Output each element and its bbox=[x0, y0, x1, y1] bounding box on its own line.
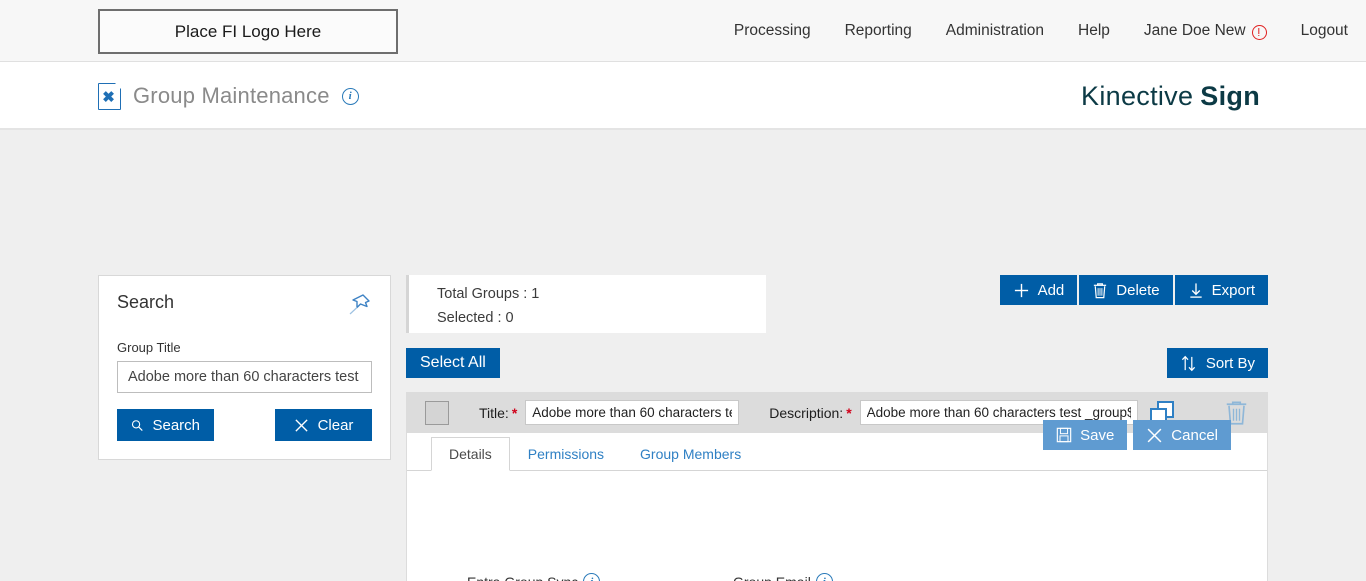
summary-panel: Total Groups : 1 Selected : 0 bbox=[406, 275, 766, 333]
search-button-row: Search Clear bbox=[117, 409, 372, 441]
select-all-label: Select All bbox=[420, 354, 486, 371]
row-title-label-text: Title: bbox=[479, 404, 509, 421]
delete-button[interactable]: Delete bbox=[1079, 275, 1173, 305]
search-panel-title: Search bbox=[117, 292, 175, 312]
nav-processing[interactable]: Processing bbox=[733, 22, 811, 39]
group-title-input[interactable] bbox=[117, 361, 372, 393]
cancel-x-icon bbox=[1147, 428, 1162, 442]
row-description-label-text: Description: bbox=[769, 404, 844, 421]
tab-group-members[interactable]: Group Members bbox=[640, 446, 742, 462]
row-delete-trash-icon[interactable] bbox=[1224, 399, 1249, 426]
add-button[interactable]: Add bbox=[999, 275, 1078, 305]
detail-tabs: Details Permissions Group Members Save bbox=[407, 420, 1267, 471]
cancel-button-label: Cancel bbox=[1171, 426, 1218, 444]
search-button-label: Search bbox=[152, 416, 200, 434]
row-select-checkbox[interactable] bbox=[425, 400, 449, 425]
page-title-bar: ✖ Group Maintenance i Kinective Sign bbox=[0, 62, 1366, 130]
logo-placeholder: Place FI Logo Here bbox=[98, 9, 398, 54]
details-tab-panel: Entra Group Sync i Group Email i X No bbox=[407, 471, 1267, 581]
tab-details[interactable]: Details bbox=[431, 437, 510, 471]
selected-count-text: Selected : 0 bbox=[437, 309, 514, 326]
page-content: Search Group Title Search Clear bbox=[0, 130, 1366, 581]
sort-by-button[interactable]: Sort By bbox=[1166, 348, 1268, 378]
brand-name-bold: Sign bbox=[1200, 80, 1260, 111]
export-button-label: Export bbox=[1211, 281, 1255, 299]
save-button[interactable]: Save bbox=[1043, 420, 1128, 450]
logo-placeholder-text: Place FI Logo Here bbox=[174, 21, 322, 41]
brand-logo: Kinective Sign bbox=[1081, 62, 1260, 130]
brand-name-light: Kinective bbox=[1081, 80, 1194, 111]
nav-user-menu[interactable]: Jane Doe New bbox=[1144, 22, 1267, 40]
row-description-label: Description: * bbox=[769, 405, 851, 421]
document-x-glyph: ✖ bbox=[102, 88, 115, 106]
document-x-icon: ✖ bbox=[98, 81, 122, 110]
page-title-group: ✖ Group Maintenance i bbox=[98, 62, 359, 130]
group-email-field: Group Email i X Not verified bbox=[733, 573, 1033, 581]
record-actions: Save Cancel bbox=[1043, 420, 1231, 450]
entra-group-sync-label-text: Entra Group Sync bbox=[467, 574, 578, 581]
total-groups-text: Total Groups : 1 bbox=[437, 286, 540, 302]
group-email-label-text: Group Email bbox=[733, 574, 811, 581]
top-navigation-bar: Place FI Logo Here Processing Reporting … bbox=[0, 0, 1366, 62]
row-title-input[interactable] bbox=[525, 400, 740, 425]
cancel-button[interactable]: Cancel bbox=[1133, 420, 1231, 450]
export-button[interactable]: Export bbox=[1174, 275, 1268, 305]
nav-user-label: Jane Doe New bbox=[1143, 22, 1246, 39]
page-title: Group Maintenance bbox=[133, 83, 330, 108]
download-icon bbox=[1189, 282, 1202, 298]
select-all-button[interactable]: Select All bbox=[406, 348, 500, 378]
group-email-info-icon[interactable]: i bbox=[815, 573, 833, 581]
nav-help[interactable]: Help bbox=[1078, 22, 1110, 39]
group-email-label: Group Email i bbox=[733, 573, 1033, 581]
add-button-label: Add bbox=[1037, 281, 1065, 299]
title-required-marker: * bbox=[511, 404, 518, 421]
info-icon[interactable]: i bbox=[341, 87, 359, 105]
nav-logout[interactable]: Logout bbox=[1300, 22, 1348, 39]
main-nav: Processing Reporting Administration Help… bbox=[734, 0, 1348, 62]
search-button[interactable]: Search bbox=[117, 409, 214, 441]
group-title-label: Group Title bbox=[117, 340, 181, 355]
search-panel-header: Search bbox=[117, 292, 372, 318]
group-result-card: Title:* Description:* Details Perm bbox=[406, 392, 1268, 581]
entra-info-icon[interactable]: i bbox=[583, 573, 601, 581]
search-icon bbox=[131, 419, 143, 431]
trash-icon bbox=[1094, 282, 1107, 298]
sort-arrows-icon bbox=[1181, 355, 1195, 371]
save-button-label: Save bbox=[1080, 426, 1115, 444]
exclamation-circle-icon[interactable] bbox=[1251, 24, 1267, 40]
plus-icon bbox=[1014, 283, 1028, 297]
toolbar-actions: Add Delete Export bbox=[999, 275, 1268, 305]
close-x-icon bbox=[294, 418, 308, 432]
sort-by-label: Sort By bbox=[1205, 354, 1255, 372]
nav-administration[interactable]: Administration bbox=[945, 22, 1045, 39]
row-title-label: Title: * bbox=[479, 405, 517, 421]
clear-button-label: Clear bbox=[317, 416, 354, 434]
tab-permissions[interactable]: Permissions bbox=[527, 446, 605, 462]
pushpin-icon[interactable] bbox=[346, 292, 372, 318]
description-required-marker: * bbox=[846, 404, 852, 421]
nav-reporting[interactable]: Reporting bbox=[844, 22, 912, 39]
save-disk-icon bbox=[1056, 427, 1072, 443]
search-panel: Search Group Title Search Clear bbox=[98, 275, 391, 460]
delete-button-label: Delete bbox=[1116, 281, 1160, 299]
clear-button[interactable]: Clear bbox=[275, 409, 372, 441]
entra-group-sync-field: Entra Group Sync i bbox=[467, 573, 601, 581]
entra-group-sync-label: Entra Group Sync i bbox=[467, 573, 601, 581]
